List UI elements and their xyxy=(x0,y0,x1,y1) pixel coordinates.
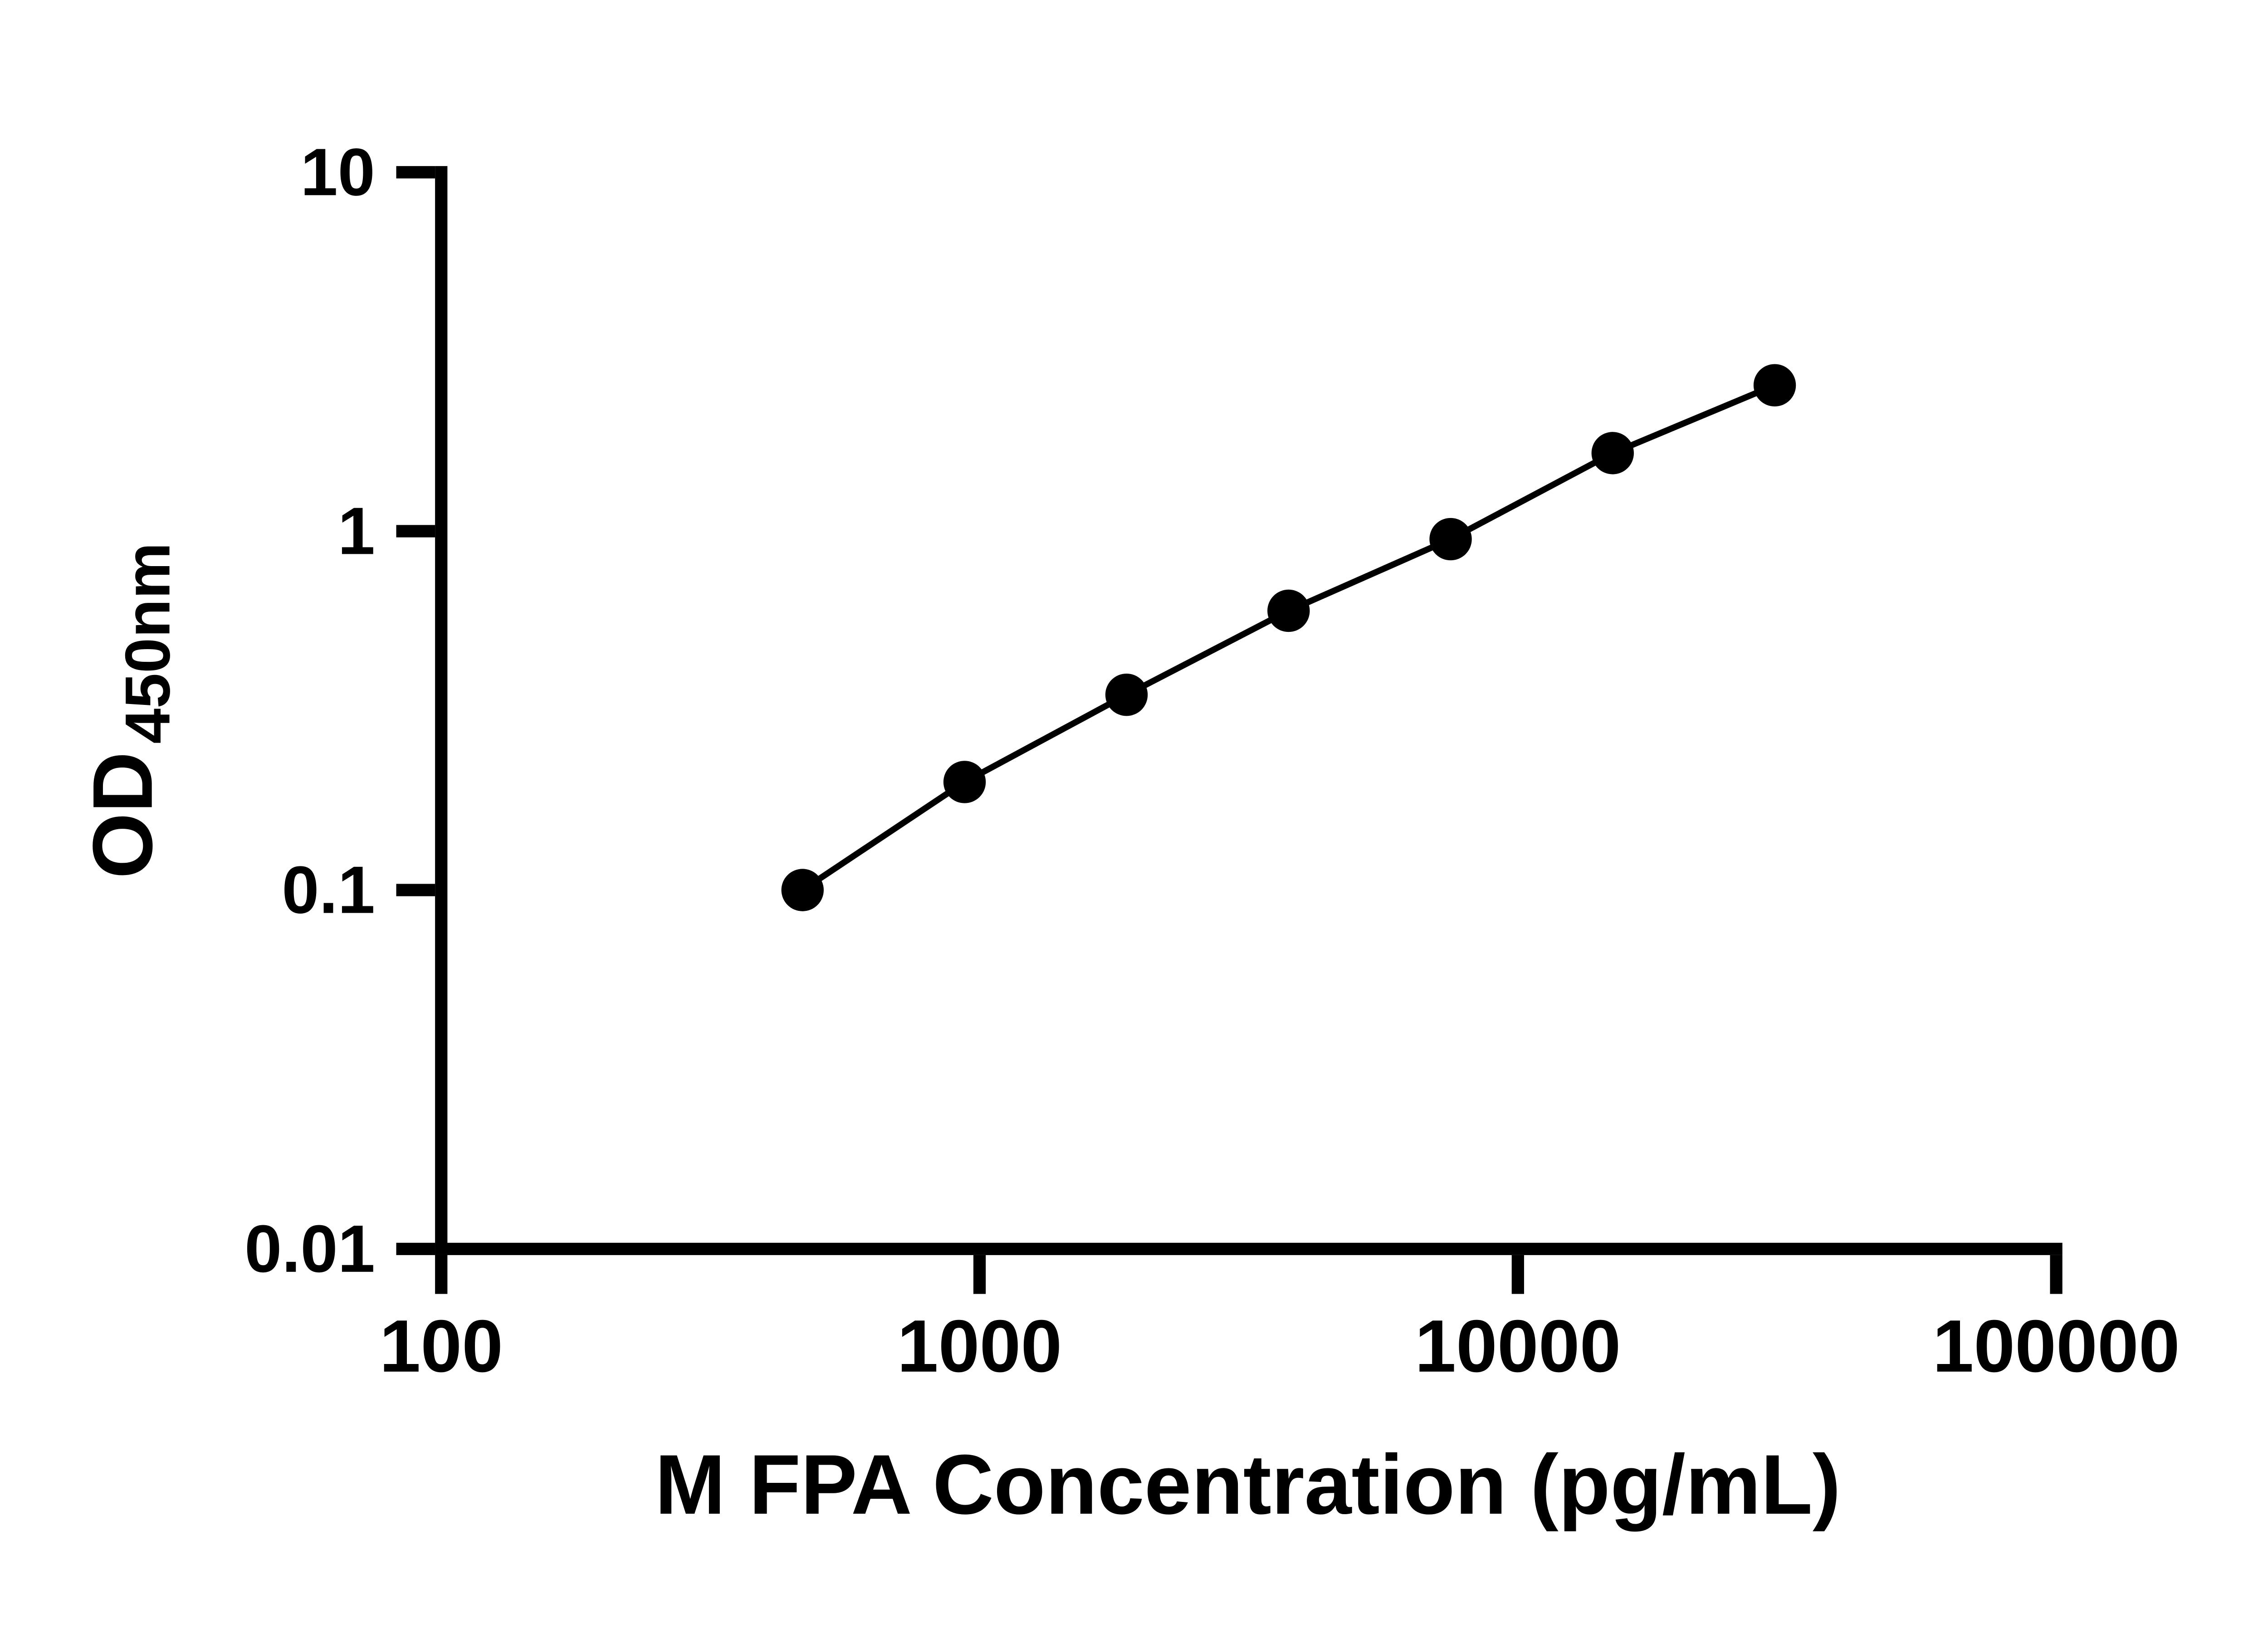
y-axis-title: OD 450nm xyxy=(75,543,183,879)
data-point xyxy=(1105,673,1148,716)
series-layer xyxy=(781,364,1796,911)
y-tick-label: 0.1 xyxy=(282,853,375,928)
y-tick-label: 0.01 xyxy=(244,1212,375,1286)
data-point xyxy=(1429,518,1472,561)
data-point xyxy=(1753,364,1796,406)
x-tick-label: 100000 xyxy=(1932,1305,2180,1388)
axes-layer: 0.01 0.1 1 10 100 1000 10000 100000 xyxy=(244,135,2180,1387)
data-point xyxy=(1267,589,1310,632)
data-point xyxy=(1591,432,1634,474)
y-tick-label: 10 xyxy=(300,135,375,210)
y-axis-title-main: OD xyxy=(75,752,170,879)
x-tick-label: 10000 xyxy=(1415,1305,1621,1388)
y-axis-title-sub: 450nm xyxy=(112,543,183,744)
svg-text:OD 450nm: OD 450nm xyxy=(75,543,183,879)
x-tick-label: 1000 xyxy=(897,1305,1062,1388)
data-point xyxy=(943,761,986,803)
y-tick-label: 1 xyxy=(338,494,375,568)
x-tick-label: 100 xyxy=(379,1305,503,1388)
x-axis-title: M FPA Concentration (pg/mL) xyxy=(655,1437,1841,1532)
data-point xyxy=(781,869,824,911)
